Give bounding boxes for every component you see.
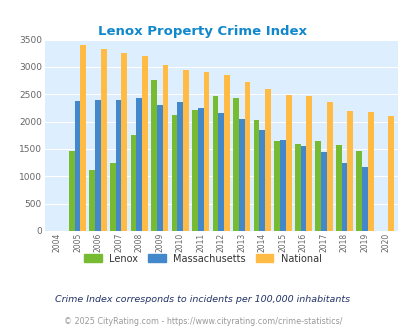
Bar	[238, 119, 244, 231]
Bar	[285, 95, 291, 231]
Bar	[305, 96, 311, 231]
Bar	[341, 163, 347, 231]
Bar	[320, 152, 326, 231]
Text: Lenox Property Crime Index: Lenox Property Crime Index	[98, 25, 307, 38]
Bar	[367, 112, 373, 231]
Text: © 2025 CityRating.com - https://www.cityrating.com/crime-statistics/: © 2025 CityRating.com - https://www.city…	[64, 317, 341, 326]
Bar	[218, 114, 224, 231]
Legend: Lenox, Massachusetts, National: Lenox, Massachusetts, National	[80, 249, 325, 267]
Bar	[356, 151, 361, 231]
Bar	[121, 53, 127, 231]
Bar	[177, 103, 183, 231]
Text: Crime Index corresponds to incidents per 100,000 inhabitants: Crime Index corresponds to incidents per…	[55, 295, 350, 304]
Bar	[232, 98, 238, 231]
Bar	[115, 100, 121, 231]
Bar	[212, 96, 218, 231]
Bar	[253, 120, 259, 231]
Bar	[244, 82, 250, 231]
Bar	[171, 115, 177, 231]
Bar	[136, 98, 142, 231]
Bar	[294, 144, 300, 231]
Bar	[300, 146, 305, 231]
Bar	[183, 70, 188, 231]
Bar	[130, 135, 136, 231]
Bar	[335, 145, 341, 231]
Bar	[192, 110, 197, 231]
Bar	[151, 80, 156, 231]
Bar	[101, 49, 107, 231]
Bar	[224, 75, 229, 231]
Bar	[361, 167, 367, 231]
Bar	[197, 108, 203, 231]
Bar	[203, 72, 209, 231]
Bar	[273, 141, 279, 231]
Bar	[89, 170, 95, 231]
Bar	[388, 115, 393, 231]
Bar	[279, 140, 285, 231]
Bar	[259, 130, 264, 231]
Bar	[80, 45, 86, 231]
Bar	[162, 65, 168, 231]
Bar	[69, 150, 75, 231]
Bar	[264, 89, 270, 231]
Bar	[326, 102, 332, 231]
Bar	[95, 100, 101, 231]
Bar	[75, 101, 80, 231]
Bar	[347, 111, 352, 231]
Bar	[156, 105, 162, 231]
Bar	[142, 56, 147, 231]
Bar	[315, 141, 320, 231]
Bar	[110, 163, 115, 231]
